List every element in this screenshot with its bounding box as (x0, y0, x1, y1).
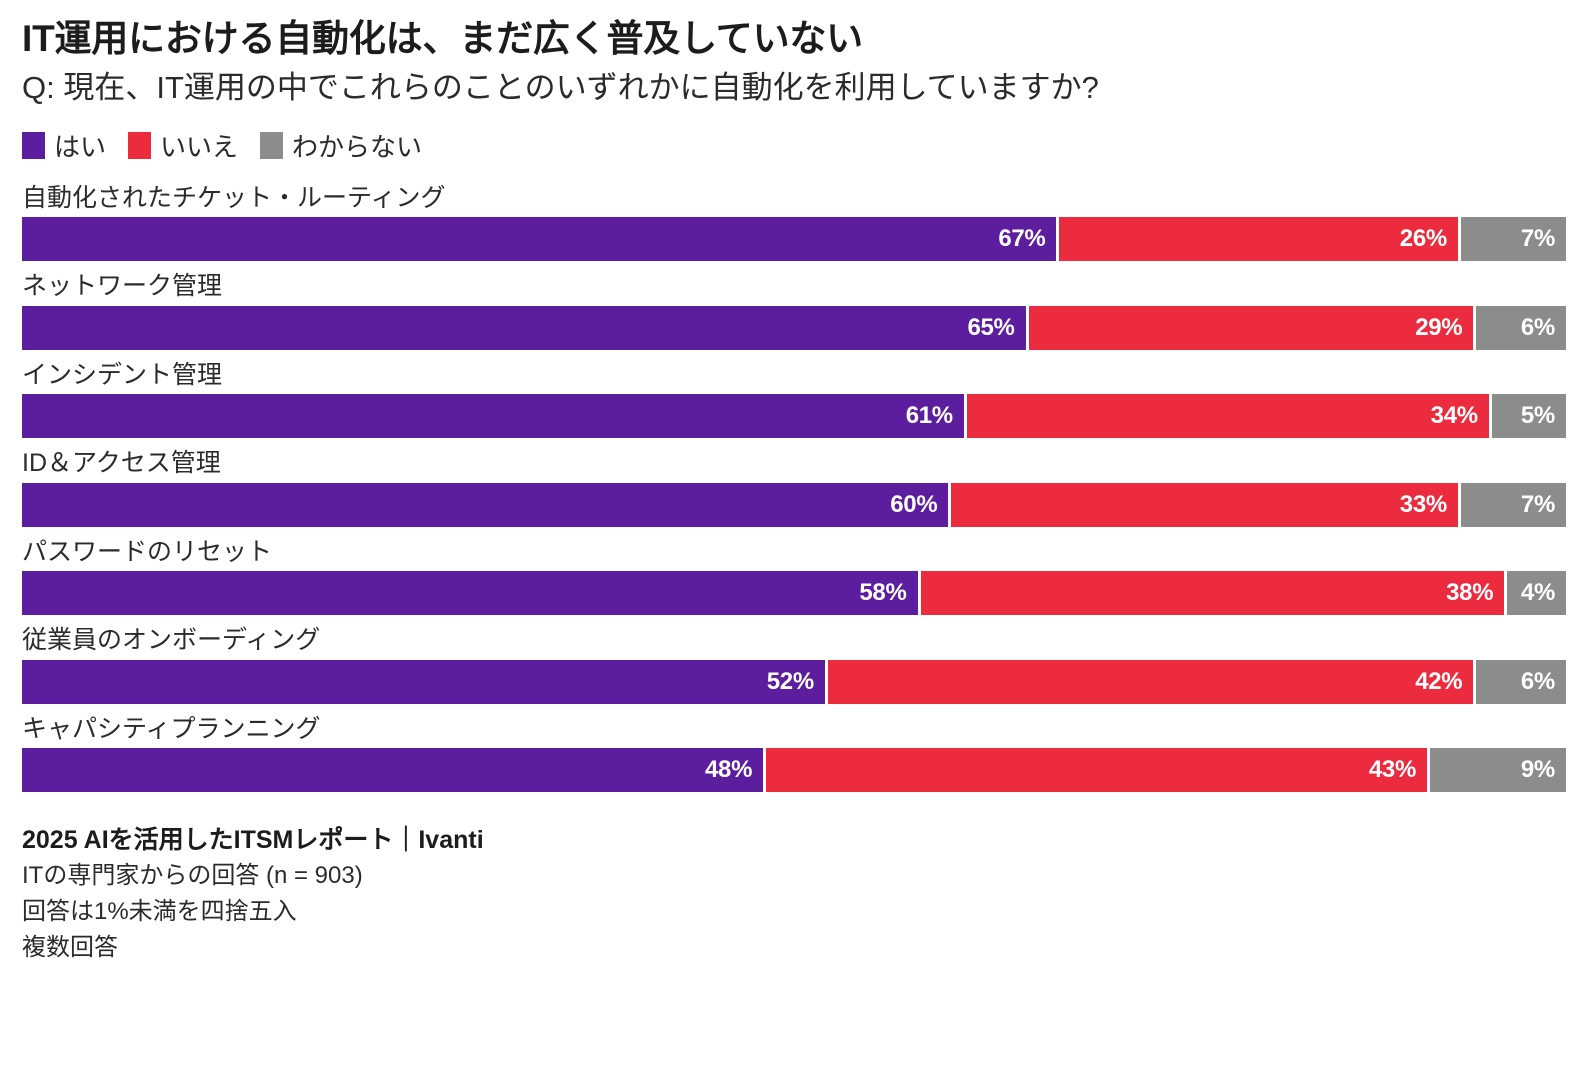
bar-segment-value: 67% (998, 225, 1046, 253)
chart-legend: はい いいえ わからない (22, 132, 1566, 162)
bar-segment-value: 29% (1415, 313, 1463, 341)
legend-swatch-icon (22, 132, 45, 160)
legend-label: わからない (292, 132, 423, 163)
bar-segment-unknown[interactable]: 9% (1427, 748, 1566, 793)
stacked-bar: 67% 26% 7% (22, 217, 1566, 262)
bar-segment-value: 65% (967, 313, 1015, 341)
chart-row: 自動化されたチケット・ルーティング 67% 26% 7% (22, 182, 1566, 262)
bar-segment-value: 34% (1430, 402, 1478, 430)
bar-segment-value: 5% (1520, 402, 1555, 430)
chart-row-label: キャパシティプランニング (22, 714, 321, 743)
bar-segment-unknown[interactable]: 6% (1473, 305, 1566, 350)
bar-segment-value: 6% (1520, 667, 1555, 695)
bar-segment-value: 6% (1520, 313, 1555, 341)
page-subtitle: Q: 現在、IT運用の中でこれらのことのいずれかに自動化を利用していますか? (22, 69, 1099, 105)
bar-segment-value: 7% (1520, 225, 1555, 253)
chart-row: キャパシティプランニング 48% 43% 9% (22, 713, 1566, 793)
stacked-bar-chart: 自動化されたチケット・ルーティング 67% 26% 7% ネットワーク管理 65% 29% 6… (22, 182, 1566, 793)
bar-segment-no[interactable]: 33% (948, 482, 1458, 527)
chart-row: パスワードのリセット 58% 38% 4% (22, 536, 1566, 616)
bar-segment-value: 26% (1399, 225, 1447, 253)
bar-segment-no[interactable]: 42% (824, 659, 1474, 704)
bar-segment-value: 58% (859, 579, 907, 607)
chart-row-label: 自動化されたチケット・ルーティング (22, 183, 446, 212)
bar-segment-yes[interactable]: 65% (22, 305, 1026, 350)
stacked-bar: 60% 33% 7% (22, 482, 1566, 527)
bar-segment-unknown[interactable]: 7% (1457, 482, 1566, 527)
footer-note: ITの専門家からの回答 (n = 903) (22, 862, 363, 890)
chart-row-label: パスワードのリセット (22, 537, 273, 566)
legend-swatch-icon (128, 132, 152, 160)
bar-segment-no[interactable]: 38% (917, 571, 1505, 616)
stacked-bar: 58% 38% 4% (22, 571, 1566, 616)
chart-footer: 2025 AIを活用したITSMレポート｜Ivanti ITの専門家からの回答 … (22, 822, 1566, 966)
legend-label: はい (54, 132, 107, 163)
bar-segment-no[interactable]: 26% (1056, 217, 1458, 262)
bar-segment-value: 38% (1446, 579, 1494, 607)
chart-row: ID＆アクセス管理 60% 33% 7% (22, 447, 1566, 527)
stacked-bar: 48% 43% 9% (22, 748, 1566, 793)
bar-segment-yes[interactable]: 52% (22, 659, 825, 704)
bar-segment-value: 61% (905, 402, 953, 430)
legend-swatch-icon (260, 132, 284, 160)
bar-segment-unknown[interactable]: 6% (1473, 659, 1566, 704)
footer-note: 回答は1%未満を四捨五入 (22, 898, 297, 926)
footer-source: 2025 AIを活用したITSMレポート｜Ivanti (22, 826, 484, 855)
stacked-bar: 65% 29% 6% (22, 305, 1566, 350)
bar-segment-unknown[interactable]: 5% (1488, 394, 1566, 439)
bar-segment-value: 52% (766, 667, 814, 695)
bar-segment-value: 60% (890, 490, 938, 518)
bar-segment-yes[interactable]: 61% (22, 394, 964, 439)
chart-row: ネットワーク管理 65% 29% 6% (22, 270, 1566, 350)
footer-note: 複数回答 (22, 934, 118, 962)
chart-row: インシデント管理 61% 34% 5% (22, 359, 1566, 439)
legend-item[interactable]: はい (22, 127, 106, 164)
chart-row: 従業員のオンボーディング 52% 42% 6% (22, 624, 1566, 704)
bar-segment-unknown[interactable]: 4% (1504, 571, 1566, 616)
bar-segment-no[interactable]: 43% (763, 748, 1428, 793)
bar-segment-value: 33% (1399, 490, 1447, 518)
chart-row-label: ID＆アクセス管理 (22, 449, 221, 478)
stacked-bar: 61% 34% 5% (22, 394, 1566, 439)
page-title: IT運用における自動化は、まだ広く普及していない (22, 18, 863, 59)
chart-row-label: インシデント管理 (22, 360, 223, 389)
bar-segment-yes[interactable]: 48% (22, 748, 764, 793)
bar-segment-unknown[interactable]: 7% (1457, 217, 1566, 262)
chart-row-label: ネットワーク管理 (22, 272, 223, 301)
bar-segment-value: 43% (1368, 756, 1417, 784)
legend-item[interactable]: わからない (260, 127, 422, 164)
chart-row-label: 従業員のオンボーディング (22, 626, 321, 655)
bar-segment-value: 42% (1415, 667, 1463, 695)
stacked-bar: 52% 42% 6% (22, 659, 1566, 704)
bar-segment-yes[interactable]: 67% (22, 217, 1057, 262)
legend-item[interactable]: いいえ (128, 127, 238, 164)
bar-segment-no[interactable]: 34% (963, 394, 1489, 439)
bar-segment-value: 48% (704, 756, 753, 784)
bar-segment-value: 9% (1520, 756, 1555, 784)
bar-segment-yes[interactable]: 58% (22, 571, 918, 616)
bar-segment-no[interactable]: 29% (1025, 305, 1474, 350)
bar-segment-value: 4% (1520, 579, 1555, 607)
bar-segment-yes[interactable]: 60% (22, 482, 949, 527)
bar-segment-value: 7% (1520, 490, 1555, 518)
legend-label: いいえ (160, 132, 239, 163)
